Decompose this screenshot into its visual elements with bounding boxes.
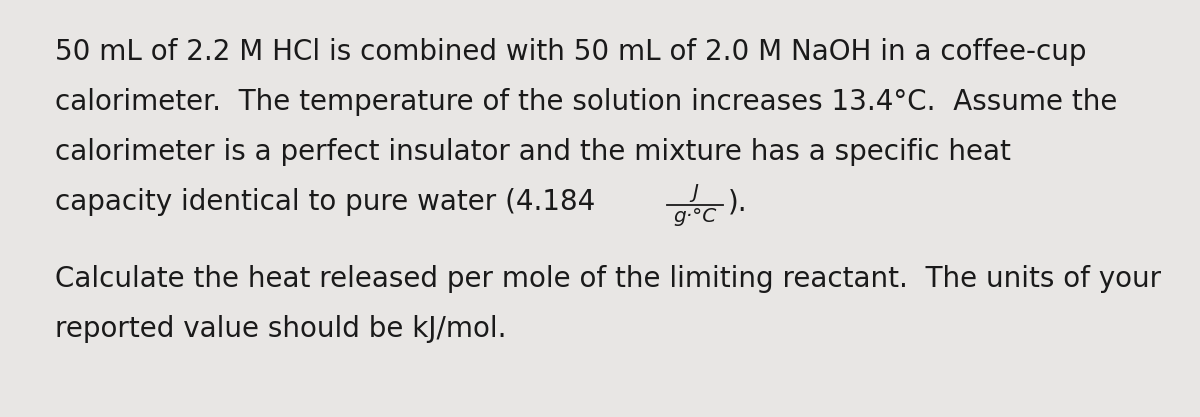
Text: reported value should be kJ/mol.: reported value should be kJ/mol.	[55, 315, 506, 343]
Text: capacity identical to pure water (4.184: capacity identical to pure water (4.184	[55, 188, 604, 216]
Text: calorimeter.  The temperature of the solution increases 13.4°C.  Assume the: calorimeter. The temperature of the solu…	[55, 88, 1117, 116]
Text: ).: ).	[728, 188, 748, 216]
Text: 50 mL of 2.2 M HCl is combined with 50 mL of 2.0 M NaOH in a coffee-cup: 50 mL of 2.2 M HCl is combined with 50 m…	[55, 38, 1086, 66]
Text: calorimeter is a perfect insulator and the mixture has a specific heat: calorimeter is a perfect insulator and t…	[55, 138, 1010, 166]
Text: J: J	[692, 183, 698, 202]
Text: Calculate the heat released per mole of the limiting reactant.  The units of you: Calculate the heat released per mole of …	[55, 265, 1162, 293]
Text: g·°C: g·°C	[673, 207, 716, 226]
